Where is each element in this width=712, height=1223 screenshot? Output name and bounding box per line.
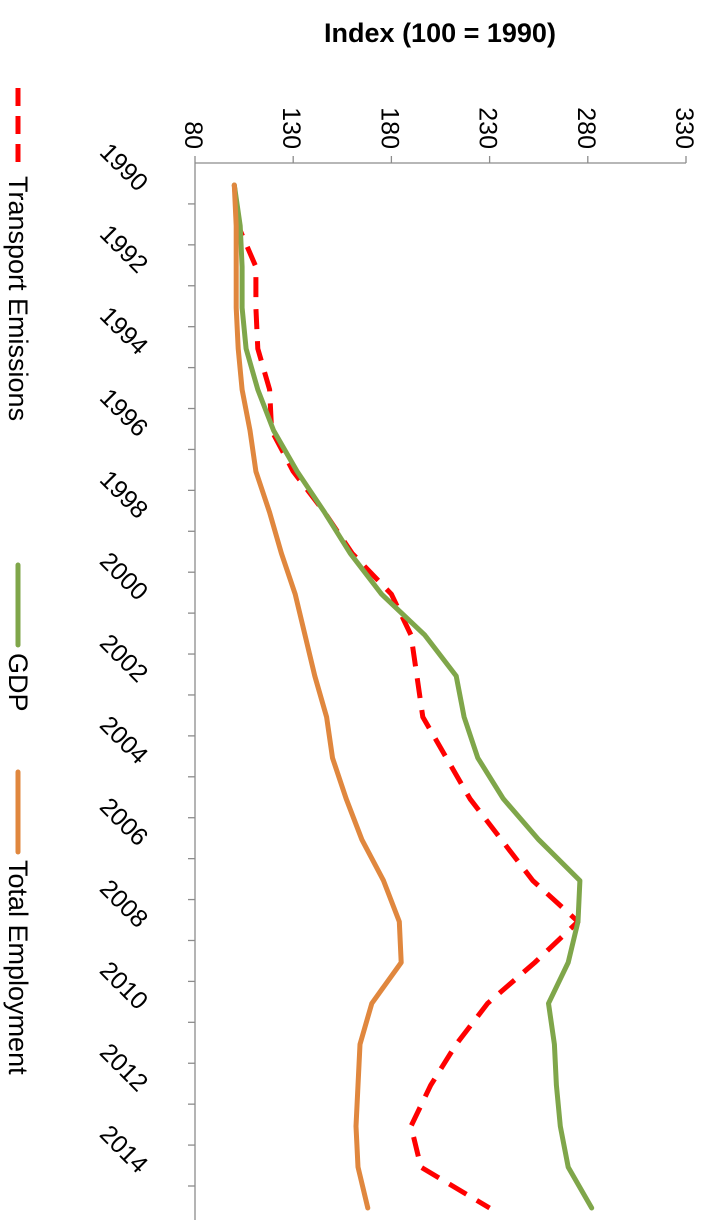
series-line-1 xyxy=(231,182,595,1211)
legend-label-0: Transport Emissions xyxy=(3,176,33,421)
time-tick-label: 2002 xyxy=(94,629,153,688)
plot-area: 80 130 180 230 280 330 1990 1992 1994 1996 1998 20… xyxy=(94,107,698,1220)
time-tick-label: 2010 xyxy=(94,956,153,1015)
legend-label-2: Total Employment xyxy=(3,860,33,1075)
time-tick-label: 2012 xyxy=(94,1038,153,1097)
value-tick-label: 80 xyxy=(179,121,207,149)
value-tick-label: 230 xyxy=(474,107,502,149)
value-tick-label: 330 xyxy=(670,107,698,149)
series-lines xyxy=(231,182,595,1211)
series-line-2 xyxy=(231,182,404,1211)
value-axis-ticks: 80 130 180 230 280 330 xyxy=(179,107,698,163)
value-axis-title: Index (100 = 1990) xyxy=(324,18,556,48)
time-tick-label: 1990 xyxy=(94,138,153,197)
time-tick-label: 2008 xyxy=(94,874,153,933)
legend-label-1: GDP xyxy=(3,653,33,712)
time-tick-label: 2004 xyxy=(94,711,153,770)
time-axis-ticks: 1990 1992 1994 1996 1998 2000 2002 2004 2006 2008… xyxy=(94,138,195,1187)
value-tick-label: 180 xyxy=(375,107,403,149)
value-tick-label: 280 xyxy=(572,107,600,149)
series-line-0 xyxy=(231,184,581,1211)
time-tick-label: 2006 xyxy=(94,792,153,851)
time-tick-label: 1996 xyxy=(94,383,153,442)
legend: Transport Emissions GDP Total Employment xyxy=(3,88,33,1075)
value-tick-label: 130 xyxy=(277,107,305,149)
time-tick-label: 1992 xyxy=(94,220,153,279)
time-tick-label: 1994 xyxy=(94,301,153,360)
time-tick-label: 2014 xyxy=(94,1120,153,1179)
time-tick-label: 1998 xyxy=(94,465,153,524)
time-tick-label: 2000 xyxy=(94,547,153,606)
